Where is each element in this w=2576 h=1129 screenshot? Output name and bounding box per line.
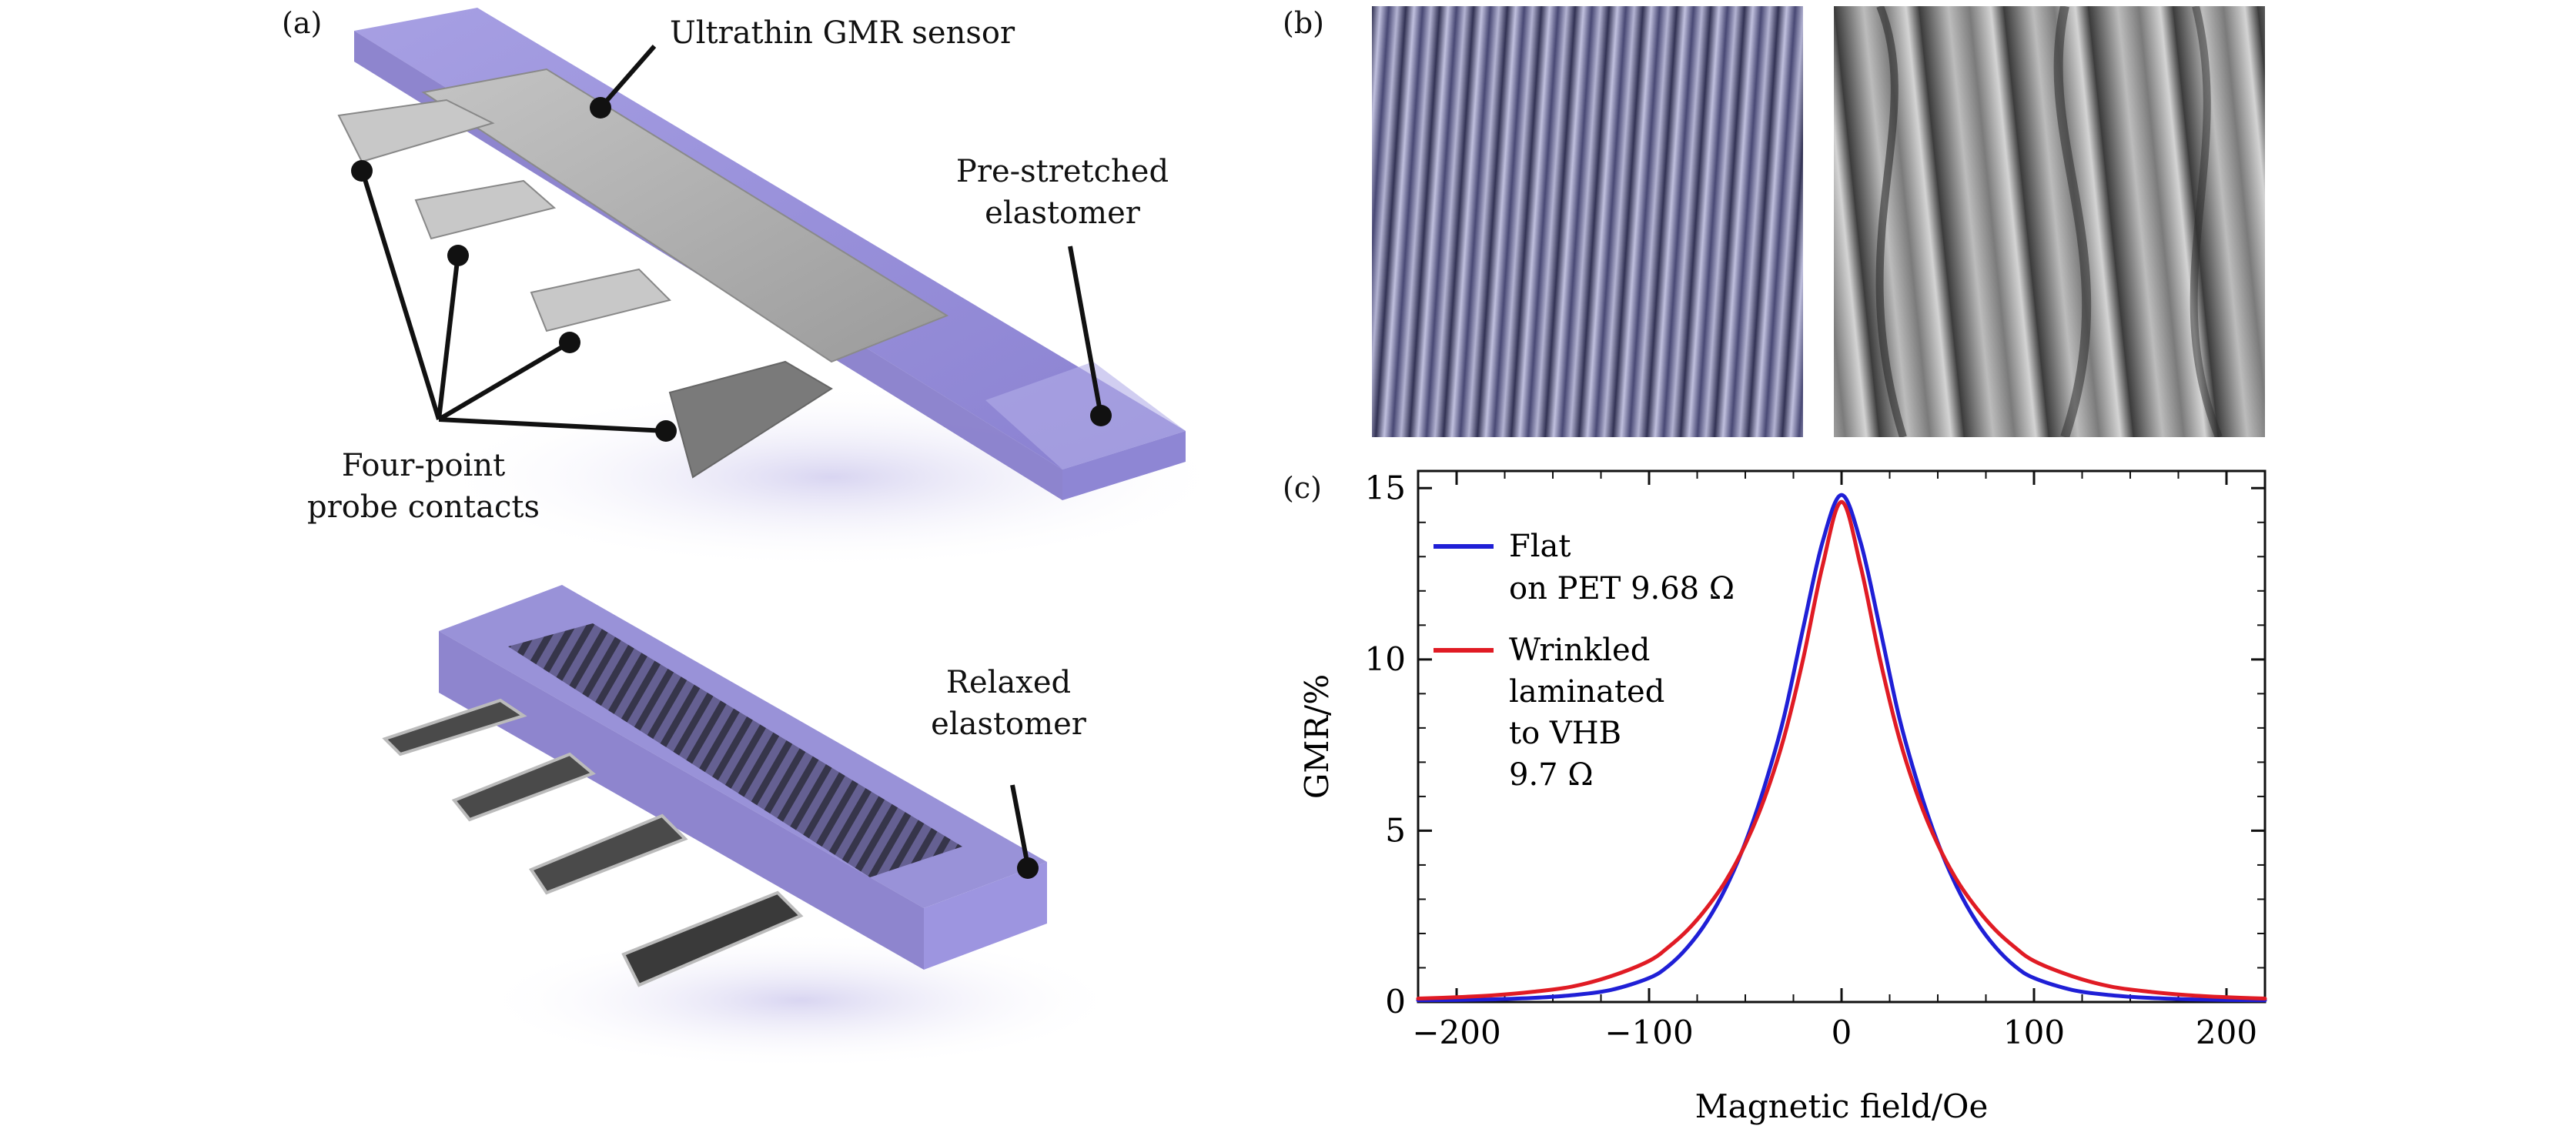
callout-relaxed-elastomer: Relaxed elastomer [893, 662, 1124, 745]
callout-probe-contacts: Four-point probe contacts [293, 445, 554, 528]
series-group [1416, 493, 2267, 1003]
x-tick-label: 0 [1832, 1014, 1852, 1051]
callout-contacts-line1: Four-point [341, 448, 506, 483]
y-tick-label: 5 [1385, 811, 1406, 849]
contact-pad-4 [668, 360, 833, 479]
leader-lines [360, 45, 1103, 433]
callout-prestretched-line1: Pre-stretched [955, 154, 1169, 189]
x-tick-label: −200 [1412, 1014, 1500, 1051]
y-axis-ticks: 0 5 10 15 [1365, 469, 2265, 1020]
legend-flat-line2: on PET 9.68 Ω [1509, 571, 1735, 606]
contact-pad-1 [337, 99, 495, 163]
legend-wrinkled-line1: Wrinkled [1509, 633, 1650, 668]
callout-contacts-line2: probe contacts [307, 489, 540, 525]
y-tick-label: 15 [1365, 469, 1406, 506]
x-tick-label: 100 [2003, 1014, 2065, 1051]
x-axis-label: Magnetic field/Oe [1695, 1087, 1989, 1125]
series-wrinkled-line [1416, 499, 2267, 1001]
panel-a-label: (a) [282, 6, 323, 40]
panel-b-label: (b) [1283, 6, 1324, 40]
relaxed-shadow [477, 931, 1124, 1070]
y-tick-label: 10 [1365, 640, 1406, 678]
wrinkled-sensor-film [508, 623, 962, 877]
prestretched-device-illustration [337, 8, 1216, 570]
x-axis-ticks: −200 −100 0 100 200 [1412, 471, 2257, 1051]
callout-gmr-sensor: Ultrathin GMR sensor [670, 15, 1015, 51]
optical-photo-render [1372, 6, 1803, 437]
legend-wrinkled-line2: laminated [1509, 674, 1664, 710]
callout-prestretched-line2: elastomer [985, 195, 1140, 231]
relaxed-contact-leads [382, 698, 804, 987]
elastomer-end-highlight [985, 362, 1186, 469]
callout-relaxed-line2: elastomer [931, 706, 1086, 742]
elastomer-slab-end [1062, 431, 1186, 500]
contact-pad-3 [530, 268, 671, 332]
x-tick-label: 200 [2196, 1014, 2257, 1051]
legend-wrinkled-line3: to VHB [1509, 716, 1621, 751]
relaxed-elastomer-end [924, 862, 1047, 970]
legend-flat-line1: Flat [1509, 529, 1571, 564]
relaxed-leader [1010, 784, 1039, 879]
sem-micrograph-wrinkles [1834, 6, 2265, 437]
x-tick-label: −100 [1604, 1014, 1693, 1051]
relaxed-elastomer-front [439, 631, 924, 970]
y-tick-label: 0 [1385, 983, 1406, 1020]
callout-relaxed-line1: Relaxed [945, 665, 1072, 700]
gmr-chart: −200 −100 0 100 200 0 5 10 15 Magnetic field/Oe… [1298, 469, 2267, 1125]
gmr-sensor-film [421, 68, 949, 363]
series-flat-line [1416, 493, 2267, 1003]
sem-render [1834, 6, 2265, 437]
panel-c-label: (c) [1283, 471, 1322, 505]
relaxed-device-illustration [382, 585, 1124, 1070]
optical-photo-wrinkled-sensor [1372, 6, 1803, 437]
y-axis-label: GMR/% [1298, 674, 1336, 799]
callout-prestretched-elastomer: Pre-stretched elastomer [932, 151, 1193, 234]
leader-dots [351, 97, 1112, 442]
legend-wrinkled-line4: 9.7 Ω [1509, 757, 1594, 793]
legend: Flat on PET 9.68 Ω Wrinkled laminated to… [1434, 529, 1735, 793]
contact-pad-2 [414, 179, 557, 240]
